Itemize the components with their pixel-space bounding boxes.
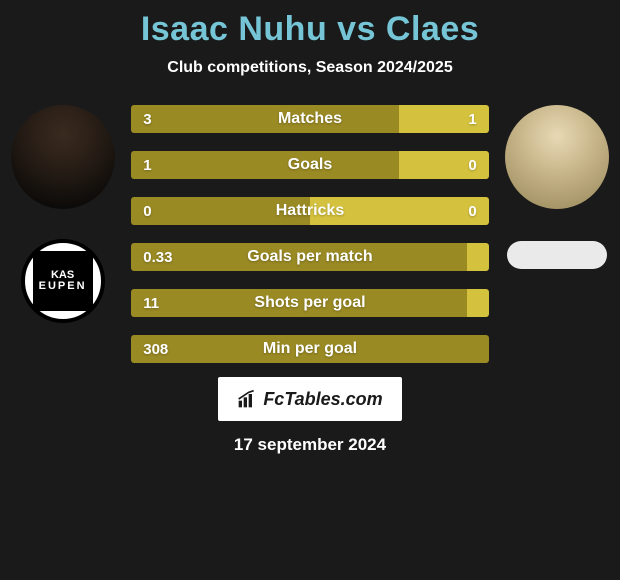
club-left-line2: EUPEN [39, 281, 87, 292]
player-left-avatar [11, 105, 115, 209]
footer: FcTables.com 17 september 2024 [0, 377, 620, 455]
stat-seg-right [310, 197, 489, 225]
stat-seg-right [467, 289, 488, 317]
subtitle: Club competitions, Season 2024/2025 [0, 59, 620, 77]
stat-seg-right [467, 243, 488, 271]
stat-row: Hattricks00 [131, 197, 489, 225]
player-right-avatar [505, 105, 609, 209]
stat-seg-right [399, 151, 488, 179]
stat-row: Matches31 [131, 105, 489, 133]
stat-row: Goals10 [131, 151, 489, 179]
comparison-card: Isaac Nuhu vs Claes Club competitions, S… [0, 0, 620, 455]
stat-row: Min per goal308 [131, 335, 489, 363]
page-title: Isaac Nuhu vs Claes [0, 10, 620, 49]
stat-bars: Matches31 Goals10 Hattricks00 Goals per mat… [131, 105, 489, 363]
brand-text: FcTables.com [263, 389, 382, 410]
player-left-club-logo: KAS EUPEN [21, 239, 105, 323]
main-layout: KAS EUPEN Matches31 Goals10 Hattricks00 Goa… [0, 105, 620, 363]
player-right-club-logo [507, 241, 607, 269]
stat-seg-left [131, 289, 467, 317]
stat-seg-right [399, 105, 488, 133]
stat-seg-left [131, 335, 489, 363]
stat-row: Goals per match0.33 [131, 243, 489, 271]
left-side: KAS EUPEN [8, 105, 117, 323]
stat-seg-left [131, 105, 399, 133]
date-text: 17 september 2024 [234, 435, 386, 455]
right-side [503, 105, 612, 269]
stat-seg-left [131, 243, 467, 271]
stat-seg-left [131, 197, 310, 225]
stat-row: Shots per goal11 [131, 289, 489, 317]
stat-seg-left [131, 151, 399, 179]
chart-icon [237, 389, 257, 409]
brand-badge: FcTables.com [218, 377, 402, 421]
